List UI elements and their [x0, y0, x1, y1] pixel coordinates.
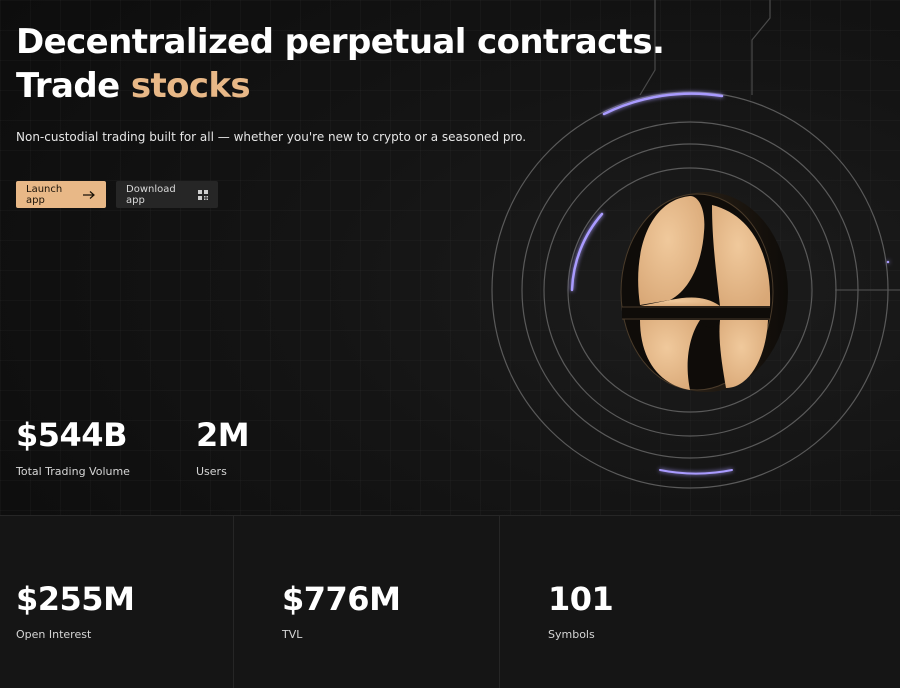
stats-divider [499, 515, 500, 688]
ring-glow-arcs [570, 92, 890, 475]
stat-label-trading-volume: Total Trading Volume [16, 465, 130, 478]
hero-illustration [491, 0, 900, 489]
stats-divider [233, 515, 234, 688]
hero-title-line1: Decentralized perpetual contracts. [16, 22, 665, 62]
circuit-lines [639, 0, 900, 291]
stat-value-open-interest: $255M [16, 580, 135, 618]
hero-title: Decentralized perpetual contracts. Trade… [16, 20, 665, 108]
stat-label-users: Users [196, 465, 227, 478]
hero-title-prefix: Trade [16, 66, 131, 106]
stat-value-trading-volume: $544B [16, 416, 127, 454]
launch-app-button[interactable]: Launch app [16, 181, 106, 208]
launch-app-label: Launch app [26, 183, 63, 206]
qr-code-icon [198, 189, 208, 200]
hero-title-accent: stocks [130, 66, 251, 106]
stat-value-symbols: 101 [548, 580, 614, 618]
stat-value-tvl: $776M [282, 580, 401, 618]
arrow-right-icon [83, 190, 95, 199]
download-app-button[interactable]: Download app [116, 181, 218, 208]
stat-label-symbols: Symbols [548, 628, 595, 641]
download-app-label: Download app [126, 183, 176, 206]
stat-label-tvl: TVL [282, 628, 303, 641]
hero-subtitle: Non-custodial trading built for all — wh… [16, 130, 527, 144]
stats-panel [0, 515, 900, 688]
stat-label-open-interest: Open Interest [16, 628, 92, 641]
concentric-rings [491, 91, 889, 489]
coin-logo-icon [620, 192, 788, 392]
stat-value-users: 2M [196, 416, 250, 454]
